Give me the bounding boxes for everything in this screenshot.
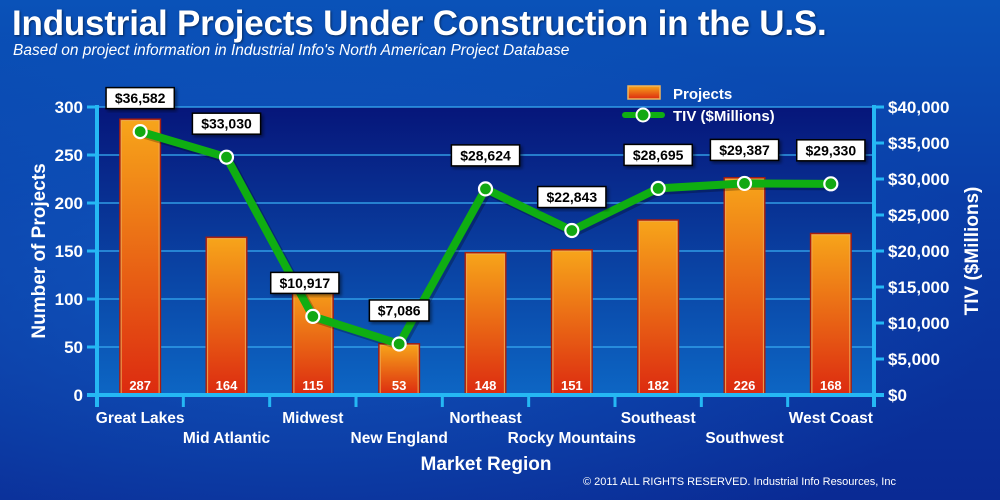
tiv-data-label-box — [105, 86, 176, 110]
tiv-data-label-text: $29,387 — [719, 142, 770, 158]
tiv-data-label-box — [368, 299, 430, 322]
tiv-data-label-box — [623, 143, 694, 167]
tiv-data-label-text: $22,843 — [547, 189, 598, 205]
copyright-notice: © 2011 ALL RIGHTS RESERVED. Industrial I… — [583, 476, 896, 488]
chart-subtitle: Based on project information in Industri… — [13, 42, 570, 59]
bar-value-label: 164 — [216, 378, 238, 393]
y2-tick-label: $15,000 — [888, 278, 949, 297]
tiv-line — [132, 124, 839, 352]
y2-tick-label: $30,000 — [888, 170, 949, 189]
tiv-marker — [218, 149, 235, 165]
tiv-data-label: $22,843 — [536, 185, 607, 209]
x-axis-title: Market Region — [421, 454, 552, 475]
y2-tick-label: $35,000 — [888, 134, 949, 153]
tiv-data-label-box — [536, 185, 607, 209]
tiv-marker — [823, 176, 839, 192]
tiv-data-label: $7,086 — [368, 299, 430, 322]
y-tick-label: 0 — [74, 386, 83, 405]
bar-value-label: 168 — [820, 378, 842, 393]
bar-great-lakes — [119, 118, 162, 396]
tiv-data-label-text: $7,086 — [378, 302, 421, 318]
tiv-data-label: $33,030 — [191, 112, 262, 135]
tiv-data-label: $28,695 — [623, 143, 694, 167]
category-label: New England — [351, 430, 448, 447]
tiv-marker — [477, 181, 494, 197]
tiv-data-label: $10,917 — [269, 271, 340, 295]
tiv-marker — [564, 222, 580, 239]
bar-west-coast — [809, 232, 852, 396]
y-tick-label: 250 — [55, 146, 83, 165]
y2-tick-label: $20,000 — [888, 242, 949, 261]
tiv-data-label: $28,624 — [450, 144, 521, 167]
category-label: Southwest — [705, 430, 783, 447]
tiv-data-label-text: $36,582 — [115, 90, 166, 106]
bar-value-label: 226 — [734, 378, 756, 393]
bar-value-label: 287 — [129, 378, 151, 393]
bar-value-label: 148 — [475, 378, 497, 393]
tiv-data-label: $29,330 — [795, 139, 866, 162]
tiv-data-label-box — [269, 271, 340, 295]
bar-mid-atlantic — [205, 236, 248, 396]
legend-projects-label: Projects — [673, 86, 732, 103]
tiv-data-label-box — [795, 139, 866, 162]
tiv-marker — [391, 336, 407, 352]
category-labels: Great Lakes Mid Atlantic Midwest New Englan… — [96, 410, 873, 447]
y-axis-title: Number of Projects — [29, 163, 50, 338]
tiv-data-label-box — [450, 144, 521, 167]
legend-tiv-marker — [635, 107, 651, 123]
y2-tick-label: $5,000 — [888, 350, 940, 369]
bar-rocky-mountains — [550, 249, 593, 396]
tiv-data-label-text: $10,917 — [280, 275, 331, 291]
y2-tick-label: $40,000 — [888, 98, 949, 117]
category-label: Mid Atlantic — [183, 430, 271, 447]
tiv-marker — [650, 180, 666, 196]
category-label: West Coast — [789, 410, 873, 427]
y2-tick-label: $0 — [888, 386, 907, 405]
category-label: Northeast — [449, 410, 521, 427]
bar-northeast — [464, 251, 507, 396]
bar-southeast — [637, 219, 680, 396]
bar-midwest — [291, 283, 334, 397]
tiv-marker — [132, 124, 148, 140]
category-label: Southeast — [621, 410, 696, 427]
bar-value-label: 115 — [302, 378, 323, 393]
tiv-data-label-text: $33,030 — [201, 116, 252, 132]
y2-axis-title: TIV ($Millions) — [962, 187, 983, 316]
legend-tiv-label: TIV ($Millions) — [673, 108, 775, 125]
y-tick-label: 200 — [55, 194, 83, 213]
tiv-data-label: $36,582 — [105, 86, 176, 110]
bar-southwest — [723, 177, 766, 396]
tiv-data-label-box — [709, 138, 780, 162]
axes — [87, 105, 884, 407]
tiv-data-label-text: $28,695 — [633, 147, 684, 163]
category-label: Great Lakes — [96, 410, 185, 427]
bar-value-labels: 287 164 115 53 148 151 182 226 168 — [129, 378, 841, 393]
tiv-data-label-text: $29,330 — [806, 142, 857, 158]
y-tick-label: 100 — [55, 290, 83, 309]
y-tick-label: 300 — [55, 98, 83, 117]
tiv-data-labels: $36,582 $33,030 $10,917 $7,086 $28,624 $22,84… — [105, 86, 866, 322]
tiv-marker — [736, 175, 753, 192]
y2-tick-label: $25,000 — [888, 206, 949, 225]
category-label: Midwest — [282, 410, 343, 427]
y-tick-label: 50 — [64, 338, 83, 357]
tiv-data-label-text: $28,624 — [460, 147, 511, 163]
y-tick-label: 150 — [55, 242, 83, 261]
bar-value-label: 151 — [561, 378, 583, 393]
chart-title: Industrial Projects Under Construction i… — [12, 4, 827, 43]
legend: Projects TIV ($Millions) — [622, 85, 775, 125]
legend-projects-swatch — [627, 85, 661, 100]
category-label: Rocky Mountains — [508, 430, 636, 447]
bar-value-label: 53 — [392, 378, 406, 393]
tiv-marker — [305, 308, 321, 324]
bar-value-label: 182 — [647, 378, 669, 393]
y2-tick-label: $10,000 — [888, 314, 949, 333]
tick-labels: 0 50 100 150 200 250 300 $0 $5,000 $10,000 $15,000… — [55, 98, 950, 405]
tiv-data-label-box — [191, 112, 262, 135]
tiv-data-label: $29,387 — [709, 138, 780, 162]
